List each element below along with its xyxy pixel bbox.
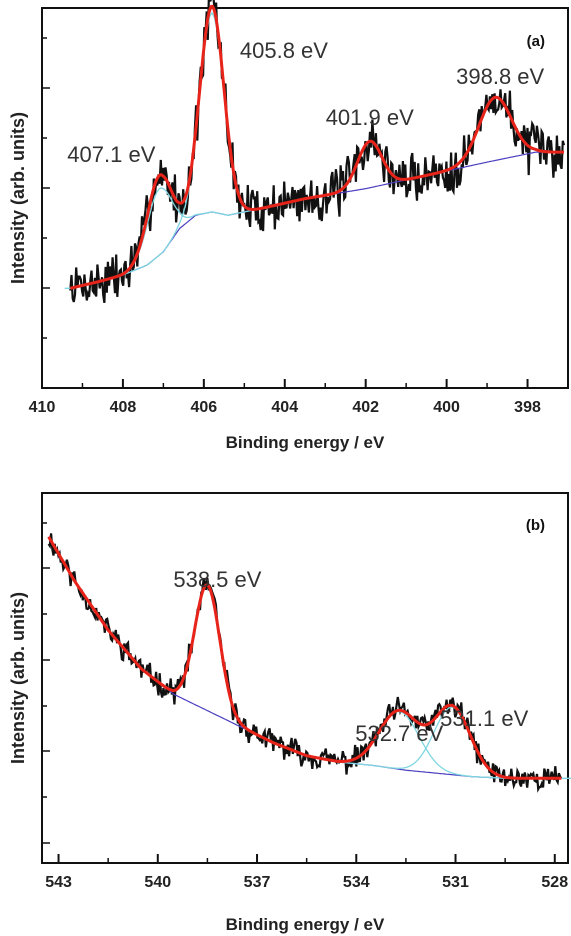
panel-a-y-axis-title: Intensity (arb. units) [8, 112, 28, 284]
x-tick-label: 537 [244, 874, 271, 891]
panel-b-curves [47, 533, 571, 793]
panel-b-x-axis-ticks: 543 540 537 534 531 528 [45, 854, 568, 891]
panel-b: 543 540 537 534 531 528 538.5 eV 532.7 eV531.1… [8, 492, 571, 934]
x-tick-label: 540 [144, 874, 171, 891]
x-tick-label: 408 [110, 399, 137, 416]
x-tick-label: 534 [343, 874, 370, 891]
panel-b-y-axis-title: Intensity (arb. units) [8, 592, 28, 764]
panel-a-label: (a) [527, 33, 545, 50]
peak-label: 401.9 eV [326, 105, 414, 130]
x-tick-label: 410 [29, 399, 56, 416]
panel-a-curves [64, 0, 566, 303]
panel-b-label: (b) [526, 517, 545, 534]
peak-label: 405.8 eV [240, 38, 328, 63]
peak-label: 398.8 eV [456, 64, 544, 89]
peak-label: 407.1 eV [67, 142, 155, 167]
component-peak-line [108, 584, 306, 756]
x-tick-label: 528 [541, 874, 568, 891]
peak-label: 538.5 eV [173, 567, 261, 592]
panel-b-y-axis-ticks [42, 522, 50, 844]
panel-b-frame [41, 492, 569, 864]
panel-b-x-axis-title: Binding energy / eV [226, 915, 385, 934]
x-tick-label: 406 [190, 399, 217, 416]
raw-spectrum-line [69, 0, 566, 303]
panel-a-frame [41, 7, 569, 389]
fitted-envelope-line [69, 4, 565, 290]
panel-a-y-axis-ticks [42, 37, 50, 339]
panel-a-peak-annotations: 407.1 eV 405.8 eV 401.9 eV 398.8 eV [67, 38, 544, 167]
panel-a-x-axis-title: Binding energy / eV [226, 433, 385, 452]
x-tick-label: 404 [271, 399, 298, 416]
x-tick-label: 402 [352, 399, 379, 416]
x-tick-label: 531 [442, 874, 469, 891]
x-tick-label: 398 [514, 399, 541, 416]
raw-spectrum-line [47, 533, 563, 793]
fitted-envelope-line [47, 536, 562, 780]
x-tick-label: 543 [45, 874, 72, 891]
background-line [48, 536, 562, 779]
peak-label: 531.1 eV [440, 706, 528, 731]
component-peak-line [64, 187, 255, 289]
peak-label: 532.7 eV [355, 721, 443, 746]
panel-a-x-axis-ticks: 410 408 406 404 402 400 398 [29, 379, 541, 416]
x-tick-label: 400 [433, 399, 460, 416]
